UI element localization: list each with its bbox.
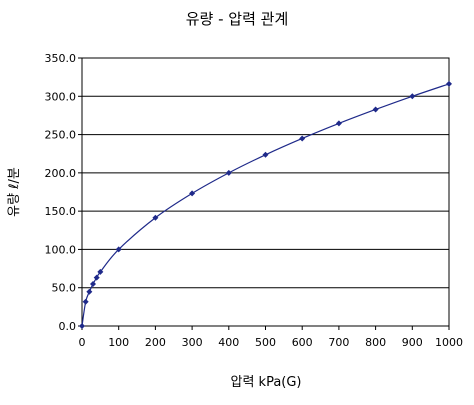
data-point	[115, 246, 122, 253]
data-point	[446, 80, 452, 87]
data-point	[189, 190, 196, 197]
x-tick-label: 800	[365, 336, 386, 349]
data-point	[335, 120, 342, 127]
x-axis-ticks: 0 100 200 300 400 500 600 700 800 900 1000	[79, 326, 463, 349]
y-tick-label: 0.0	[59, 320, 77, 333]
x-tick-label: 500	[255, 336, 276, 349]
x-axis-title: 압력 kPa(G)	[230, 375, 301, 390]
data-point	[262, 151, 269, 158]
y-tick-label: 50.0	[52, 282, 77, 295]
chart-title: 유량 - 압력 관계	[186, 10, 289, 28]
x-tick-label: 1000	[435, 336, 463, 349]
y-axis-ticks: 0.0 50.0 100.0 150.0 200.0 250.0 300.0 350.0	[45, 52, 82, 333]
x-tick-label: 700	[328, 336, 349, 349]
y-tick-label: 350.0	[45, 52, 77, 65]
data-points	[79, 80, 452, 329]
y-tick-label: 100.0	[45, 243, 77, 256]
data-point	[372, 106, 379, 113]
data-point	[93, 274, 100, 281]
x-tick-label: 600	[292, 336, 313, 349]
x-tick-label: 200	[145, 336, 166, 349]
series-line	[81, 83, 450, 327]
x-tick-label: 100	[108, 336, 129, 349]
x-tick-label: 300	[182, 336, 203, 349]
data-point	[86, 288, 93, 295]
y-tick-label: 150.0	[45, 205, 77, 218]
y-axis-title: 유량 ℓ/분	[7, 167, 22, 217]
x-tick-label: 900	[402, 336, 423, 349]
x-tick-label: 0	[79, 336, 86, 349]
data-point	[409, 93, 416, 100]
y-tick-label: 250.0	[45, 129, 77, 142]
y-tick-label: 200.0	[45, 167, 77, 180]
x-tick-label: 400	[218, 336, 239, 349]
data-point	[152, 214, 159, 221]
data-point	[79, 323, 85, 329]
data-point	[90, 281, 97, 288]
data-point	[82, 298, 89, 305]
grid-lines	[82, 95, 449, 289]
plot-area	[81, 57, 450, 327]
data-point	[299, 135, 306, 142]
data-point	[97, 268, 104, 275]
data-point	[225, 169, 232, 176]
y-tick-label: 300.0	[45, 90, 77, 103]
